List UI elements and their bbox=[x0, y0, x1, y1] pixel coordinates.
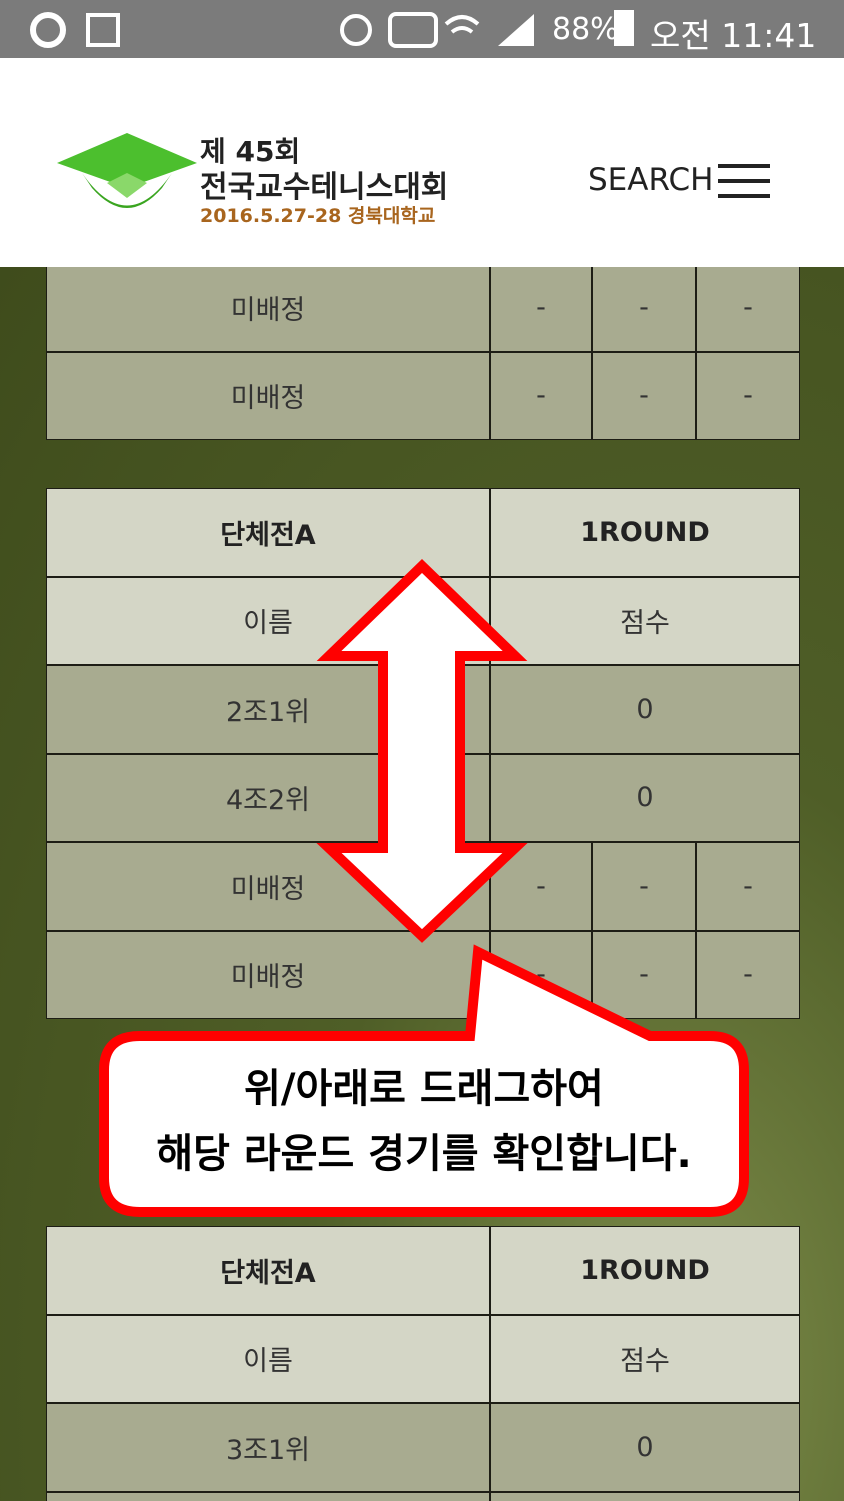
logo-subtitle: 2016.5.27-28 경북대학교 bbox=[200, 205, 436, 227]
logo-title: 제 45회 bbox=[200, 135, 301, 168]
table-cell: - bbox=[592, 842, 696, 931]
table-cell: - bbox=[490, 351, 592, 440]
status-bar: 88% 오전 11:41 bbox=[0, 0, 844, 58]
table-cell: 점수 bbox=[490, 1314, 800, 1403]
logo-icon bbox=[57, 133, 197, 208]
site-header: 제 45회 전국교수테니스대회 2016.5.27-28 경북대학교 SEARC… bbox=[0, 58, 844, 267]
search-button[interactable]: SEARCH bbox=[588, 162, 714, 198]
callout-text: 해당 라운드 경기를 확인합니다. bbox=[156, 1131, 691, 1177]
table-cell: - bbox=[592, 930, 696, 1019]
table-cell bbox=[490, 1491, 800, 1501]
table-cell: 미배정 bbox=[46, 930, 490, 1019]
callout-box bbox=[99, 944, 749, 1217]
table-cell: - bbox=[696, 930, 800, 1019]
callout-text: 위/아래로 드래그하여 bbox=[244, 1066, 604, 1112]
table-cell: 미배정 bbox=[46, 267, 490, 352]
table-cell: - bbox=[490, 267, 592, 352]
table-cell: 점수 bbox=[490, 576, 800, 665]
table-cell bbox=[46, 1491, 490, 1501]
table-cell: - bbox=[696, 351, 800, 440]
table-cell: 0 bbox=[490, 665, 800, 754]
table-cell: 0 bbox=[490, 1403, 800, 1492]
table-cell: 단체전A bbox=[46, 488, 490, 577]
table-cell: 3조1위 bbox=[46, 1403, 490, 1492]
content: 미배정 - - - 미배정 - - - 단체전A 1ROUND 이름 점수 2조1위 0 4조2위 0 미배정 -… bbox=[0, 267, 844, 1501]
table-cell: - bbox=[592, 351, 696, 440]
status-icons bbox=[340, 12, 534, 48]
table-cell: 1ROUND bbox=[490, 1226, 800, 1315]
battery-icon bbox=[614, 10, 634, 46]
table-cell: 단체전A bbox=[46, 1226, 490, 1315]
logo-name: 전국교수테니스대회 bbox=[200, 170, 449, 205]
clock: 오전 11:41 bbox=[650, 16, 817, 55]
table-cell: 1ROUND bbox=[490, 488, 800, 577]
table-cell: 0 bbox=[490, 753, 800, 842]
table-cell: - bbox=[696, 842, 800, 931]
table-cell: 미배정 bbox=[46, 351, 490, 440]
table-cell: - bbox=[490, 842, 592, 931]
drag-arrow bbox=[316, 559, 528, 943]
table-cell: - bbox=[592, 267, 696, 352]
menu-button[interactable] bbox=[718, 164, 770, 198]
status-icons bbox=[30, 12, 120, 48]
table-cell: - bbox=[696, 267, 800, 352]
table-cell: 이름 bbox=[46, 1314, 490, 1403]
battery-level: 88% bbox=[552, 12, 619, 47]
